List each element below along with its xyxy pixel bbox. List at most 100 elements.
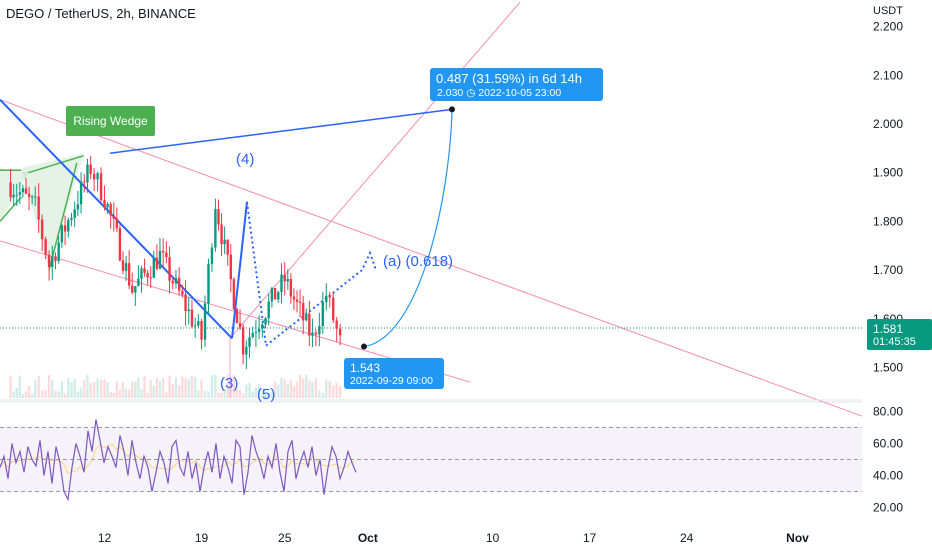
y-tick-label: 2.000: [873, 117, 903, 131]
volume-bar: [264, 392, 267, 398]
candle-body: [37, 196, 40, 220]
volume-bar: [127, 389, 131, 398]
candle-body: [286, 279, 289, 282]
symbol-title[interactable]: DEGO / TetherUS, 2h, BINANCE: [6, 6, 196, 21]
volume-bar: [305, 374, 308, 398]
candle-body: [99, 173, 103, 201]
volume-bar: [217, 392, 220, 398]
volume-bar: [184, 378, 187, 398]
candle-body: [60, 225, 64, 243]
projection-target: 2.030 ◷ 2022-10-05 23:00: [437, 87, 562, 99]
candle-body: [314, 332, 318, 335]
candle-body: [44, 239, 47, 255]
candle-body: [155, 257, 159, 269]
wedge-lower-line: [48, 162, 78, 271]
candle-body: [177, 277, 181, 291]
rsi-indicator: [0, 419, 357, 502]
candle-body: [241, 327, 245, 355]
volume-bar: [277, 384, 280, 398]
volume-bar: [328, 381, 331, 398]
low-price: 1.543: [350, 361, 381, 375]
x-tick-label: 17: [583, 531, 597, 545]
candle-body: [335, 320, 338, 329]
current-price-badge: 1.581 01:45:35: [867, 319, 932, 350]
candle-body: [261, 324, 264, 329]
candle-body: [298, 301, 302, 303]
candle-body: [270, 288, 274, 302]
volume-bar: [301, 378, 305, 398]
candle-body: [305, 313, 308, 321]
candle-body: [51, 256, 54, 267]
volume-bar: [137, 377, 140, 398]
volume-bar: [321, 392, 325, 398]
volume-bar: [273, 381, 277, 398]
candle-body: [338, 328, 342, 336]
candle-body: [112, 215, 115, 219]
candle-body: [273, 288, 277, 300]
volume-bar: [220, 392, 223, 398]
projection-callout[interactable]: 0.487 (31.59%) in 6d 14h 2.030 ◷ 2022-10…: [430, 68, 603, 101]
y-tick-label: 2.200: [873, 20, 903, 34]
x-tick-label: Oct: [358, 531, 378, 545]
candle-body: [57, 242, 60, 261]
volume-bar: [165, 391, 168, 398]
wave-label-4: (4): [236, 151, 255, 168]
volume-bar: [210, 375, 214, 398]
volume-bar: [193, 376, 197, 398]
candle-body: [174, 277, 178, 284]
volume-bar: [24, 391, 28, 398]
volume-bar: [232, 374, 236, 398]
axes: 2.2002.1002.0001.9001.8001.7001.6001.500…: [0, 20, 903, 545]
y-tick-label: 1.800: [873, 214, 903, 228]
y-tick-label: 1.700: [873, 263, 903, 277]
candle-body: [280, 274, 283, 293]
projection-change: 0.487 (31.59%) in 6d 14h: [436, 71, 582, 86]
volume-bar: [149, 380, 152, 398]
volume-bar: [187, 379, 190, 398]
volume-bar: [238, 390, 242, 398]
volume-bar: [124, 388, 128, 398]
volume-bar: [286, 383, 289, 398]
candle-body: [127, 263, 131, 286]
volume-bar: [40, 390, 44, 398]
y-tick-label: 1.500: [873, 361, 903, 375]
candle-body: [118, 228, 122, 261]
volume-bar: [295, 381, 299, 398]
volume-bar: [314, 377, 318, 398]
volume-bars: [9, 374, 342, 398]
volume-bar: [235, 388, 239, 398]
candle-body: [47, 254, 51, 267]
candle-body: [289, 279, 293, 297]
rising-wedge-label[interactable]: Rising Wedge: [66, 106, 155, 136]
wave-label-5: (5): [257, 386, 276, 403]
volume-bar: [270, 392, 274, 398]
candle-body: [54, 256, 57, 261]
volume-bar: [261, 389, 264, 398]
volume-bar: [9, 376, 12, 398]
volume-bar: [168, 375, 171, 398]
candle-body: [152, 257, 155, 278]
y-tick-label: 1.900: [873, 166, 903, 180]
volume-bar: [190, 375, 194, 398]
candle-body: [146, 272, 149, 278]
candle-body: [283, 274, 286, 282]
volume-bar: [21, 393, 25, 398]
volume-bar: [245, 384, 248, 398]
volume-bar: [335, 383, 338, 398]
candle-body: [200, 321, 203, 340]
candle-body: [18, 192, 22, 195]
candle-body: [12, 194, 15, 198]
x-tick-label: 19: [195, 531, 209, 545]
candle-body: [171, 280, 174, 284]
candle-body: [27, 193, 31, 197]
candle-body: [137, 278, 140, 287]
candle-body: [143, 268, 146, 273]
volume-bar: [106, 382, 109, 398]
volume-bar: [177, 385, 181, 398]
volume-bar: [140, 389, 143, 398]
candle-body: [245, 346, 248, 355]
volume-bar: [155, 378, 159, 398]
volume-bar: [207, 391, 210, 398]
low-callout[interactable]: 1.543 2022-09-29 09:00: [344, 358, 444, 389]
